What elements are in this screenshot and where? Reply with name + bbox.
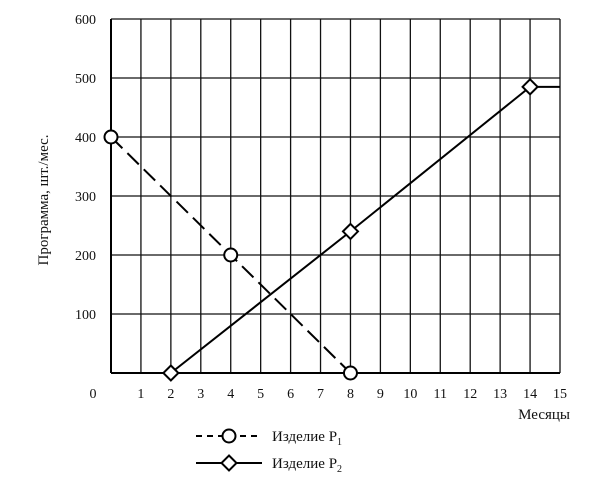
- legend-subscript: 1: [337, 437, 342, 448]
- data-point-p2: [521, 77, 539, 96]
- x-tick-label: 1: [137, 387, 144, 402]
- x-tick-label: 2: [167, 387, 174, 402]
- x-tick-label: 6: [287, 387, 294, 402]
- x-tick-label: 11: [434, 387, 447, 402]
- x-tick-label: 8: [347, 387, 354, 402]
- grid: [111, 18, 561, 373]
- x-tick-label: 13: [493, 387, 507, 402]
- legend-label: Изделие P2: [272, 456, 342, 475]
- x-tick-label: 7: [317, 387, 324, 402]
- data-point-p1: [103, 129, 119, 145]
- data-point-p1: [342, 365, 358, 381]
- x-tick-label: 4: [227, 387, 234, 402]
- y-tick-label: 600: [75, 13, 96, 28]
- data-point-p1: [223, 247, 239, 263]
- data-point-p2: [341, 222, 360, 241]
- data-point-p2: [161, 364, 180, 382]
- y-tick-label: 300: [75, 190, 96, 205]
- x-tick-label: 5: [257, 387, 264, 402]
- legend: Изделие P1 Изделие P2: [196, 428, 342, 475]
- y-tick-label: 200: [75, 249, 96, 264]
- y-axis-label: Программа, шт./мес.: [36, 134, 52, 265]
- legend-item-p2: Изделие P2: [196, 454, 342, 475]
- series-line-p2: [170, 85, 560, 374]
- series-lines: [110, 85, 560, 374]
- x-tick-label: 14: [523, 387, 537, 402]
- x-axis-label: Месяцы: [518, 407, 570, 423]
- x-tick-label: 3: [197, 387, 204, 402]
- x-tick-label: 9: [377, 387, 384, 402]
- legend-label: Изделие P1: [272, 429, 342, 448]
- x-tick-label: 15: [553, 387, 567, 402]
- y-tick-label: 100: [75, 308, 96, 323]
- legend-subscript: 2: [337, 464, 342, 475]
- legend-marker: [220, 454, 238, 472]
- y-tick-label: 500: [75, 72, 96, 87]
- legend-marker: [221, 428, 237, 444]
- legend-item-p1: Изделие P1: [196, 428, 342, 448]
- x-tick-label: 10: [403, 387, 417, 402]
- series-markers: [103, 77, 539, 382]
- y-tick-label: 400: [75, 131, 96, 146]
- x-tick-label: 0: [90, 387, 97, 402]
- series-line-p1: [110, 136, 560, 374]
- x-tick-label: 12: [463, 387, 477, 402]
